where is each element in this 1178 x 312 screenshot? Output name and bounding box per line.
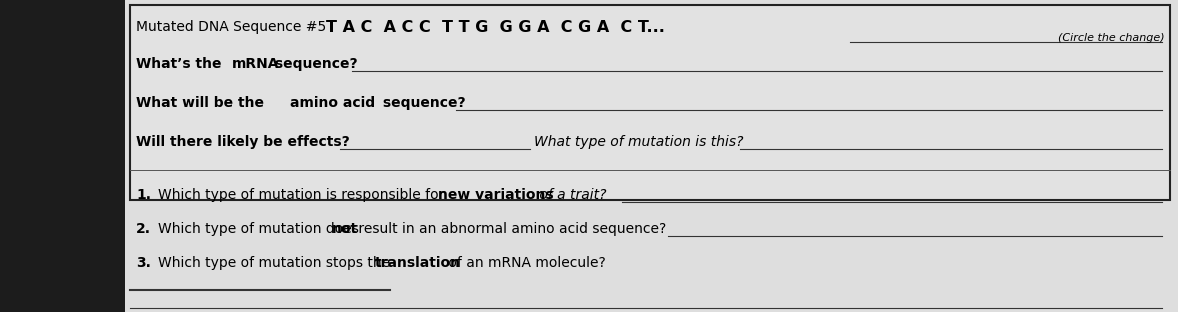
Text: sequence?: sequence?	[378, 96, 465, 110]
Text: 2.: 2.	[135, 222, 151, 236]
Text: Mutated DNA Sequence #5: Mutated DNA Sequence #5	[135, 20, 326, 34]
Text: What’s the: What’s the	[135, 57, 226, 71]
Text: (Circle the change): (Circle the change)	[1058, 33, 1165, 43]
FancyBboxPatch shape	[130, 5, 1170, 200]
Text: What will be the: What will be the	[135, 96, 269, 110]
Text: What type of mutation is this?: What type of mutation is this?	[534, 135, 743, 149]
Text: Which type of mutation stops the: Which type of mutation stops the	[158, 256, 395, 270]
Text: Which type of mutation does: Which type of mutation does	[158, 222, 363, 236]
Text: of a trait?: of a trait?	[535, 188, 607, 202]
Text: new variations: new variations	[438, 188, 554, 202]
Text: of an mRNA molecule?: of an mRNA molecule?	[444, 256, 605, 270]
Text: Which type of mutation is responsible for: Which type of mutation is responsible fo…	[158, 188, 449, 202]
Bar	[0, 0, 125, 312]
Text: T A C  A C C  T T G  G G A  C G A  C T...: T A C A C C T T G G G A C G A C T...	[326, 20, 664, 35]
Text: sequence?: sequence?	[270, 57, 358, 71]
Text: result in an abnormal amino acid sequence?: result in an abnormal amino acid sequenc…	[355, 222, 667, 236]
Text: not: not	[332, 222, 358, 236]
Text: 3.: 3.	[135, 256, 151, 270]
Text: translation: translation	[375, 256, 461, 270]
Text: amino acid: amino acid	[290, 96, 375, 110]
Bar	[125, 0, 1178, 312]
Text: Will there likely be effects?: Will there likely be effects?	[135, 135, 350, 149]
Text: 1.: 1.	[135, 188, 151, 202]
Text: mRNA: mRNA	[232, 57, 279, 71]
